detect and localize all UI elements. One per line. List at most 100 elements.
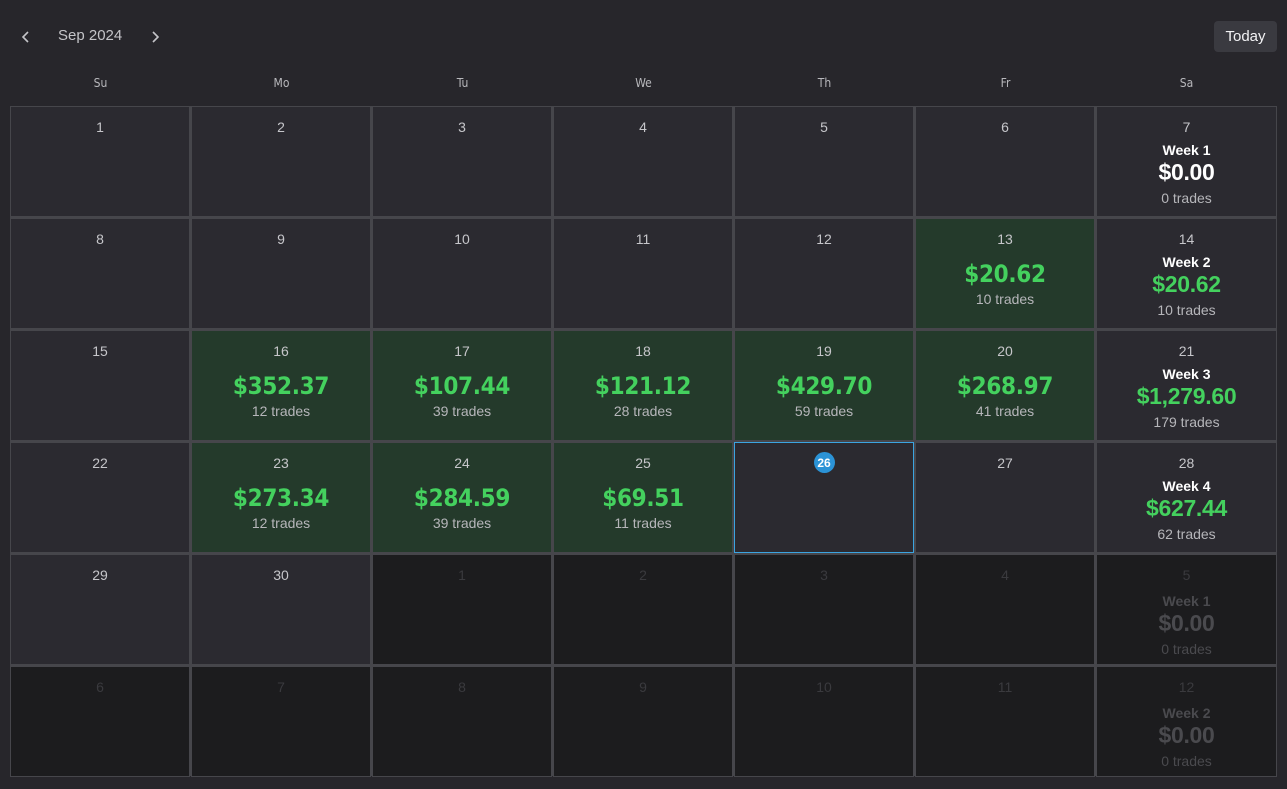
- weekday-label: Th: [817, 76, 832, 90]
- week-pnl-amount: $1,279.60: [1136, 383, 1237, 409]
- week-summary-cell[interactable]: 5 Week 1 $0.00 0 trades: [1096, 554, 1277, 665]
- day-cell[interactable]: 2: [191, 106, 371, 217]
- weekday-label: Su: [93, 76, 108, 90]
- day-cell[interactable]: 1: [372, 554, 552, 665]
- week-trade-count: 10 trades: [1157, 302, 1216, 318]
- day-cell[interactable]: 17 $107.44 39 trades: [372, 330, 552, 441]
- weekday-label: Fr: [1000, 76, 1011, 90]
- day-cell[interactable]: 18 $121.12 28 trades: [553, 330, 733, 441]
- day-pnl-amount: $20.62: [964, 260, 1046, 288]
- week-pnl-amount: $0.00: [1158, 610, 1215, 636]
- day-number: 10: [816, 679, 832, 695]
- day-number: 1: [458, 567, 466, 583]
- day-cell[interactable]: 4: [915, 554, 1095, 665]
- week-summary-cell[interactable]: 12 Week 2 $0.00 0 trades: [1096, 666, 1277, 777]
- week-summary-cell[interactable]: 21 Week 3 $1,279.60 179 trades: [1096, 330, 1277, 441]
- weekday-header-row: Su Mo Tu We Th Fr Sa: [10, 76, 1277, 96]
- day-trade-count: 28 trades: [613, 403, 673, 419]
- day-cell[interactable]: 23 $273.34 12 trades: [191, 442, 371, 553]
- day-cell[interactable]: 9: [553, 666, 733, 777]
- day-pnl-amount: $69.51: [602, 484, 684, 512]
- week-label: Week 2: [1162, 705, 1211, 721]
- day-trade-count: 10 trades: [975, 291, 1035, 307]
- day-cell[interactable]: 29: [10, 554, 190, 665]
- week-summary-cell[interactable]: 7 Week 1 $0.00 0 trades: [1096, 106, 1277, 217]
- day-trade-count: 11 trades: [614, 515, 672, 531]
- day-cell[interactable]: 1: [10, 106, 190, 217]
- day-cell[interactable]: 6: [10, 666, 190, 777]
- week-trade-count: 0 trades: [1161, 641, 1212, 657]
- week-trade-count: 0 trades: [1161, 190, 1212, 206]
- day-cell[interactable]: 25 $69.51 11 trades: [553, 442, 733, 553]
- day-trade-count: 12 trades: [251, 515, 311, 531]
- day-cell[interactable]: 30: [191, 554, 371, 665]
- week-summary-cell[interactable]: 28 Week 4 $627.44 62 trades: [1096, 442, 1277, 553]
- weekday-label: Sa: [1179, 76, 1194, 90]
- day-cell[interactable]: 3: [734, 554, 914, 665]
- prev-month-button[interactable]: [11, 22, 41, 52]
- day-number: 2: [277, 119, 285, 135]
- day-pnl-amount: $107.44: [413, 372, 511, 400]
- day-cell[interactable]: 26: [734, 442, 914, 553]
- day-number: 7: [1182, 119, 1191, 135]
- day-cell[interactable]: 24 $284.59 39 trades: [372, 442, 552, 553]
- day-cell[interactable]: 5: [734, 106, 914, 217]
- day-cell[interactable]: 8: [10, 218, 190, 329]
- day-number: 10: [454, 231, 470, 247]
- day-cell[interactable]: 19 $429.70 59 trades: [734, 330, 914, 441]
- day-cell[interactable]: 3: [372, 106, 552, 217]
- week-pnl-amount: $0.00: [1158, 159, 1215, 185]
- week-label: Week 1: [1162, 593, 1211, 609]
- day-trade-count: 41 trades: [975, 403, 1035, 419]
- day-cell[interactable]: 16 $352.37 12 trades: [191, 330, 371, 441]
- day-cell[interactable]: 9: [191, 218, 371, 329]
- day-number: 16: [273, 343, 289, 359]
- day-number: 6: [96, 679, 104, 695]
- day-number: 12: [1178, 679, 1195, 695]
- day-number: 9: [639, 679, 647, 695]
- day-number: 5: [1182, 567, 1191, 583]
- today-button[interactable]: Today: [1214, 21, 1277, 52]
- day-cell[interactable]: 2: [553, 554, 733, 665]
- chevron-right-icon: [152, 31, 160, 43]
- day-cell[interactable]: 10: [372, 218, 552, 329]
- week-label: Week 2: [1162, 254, 1211, 270]
- day-cell[interactable]: 4: [553, 106, 733, 217]
- day-cell[interactable]: 12: [734, 218, 914, 329]
- day-cell[interactable]: 22: [10, 442, 190, 553]
- day-cell[interactable]: 10: [734, 666, 914, 777]
- day-number: 18: [635, 343, 651, 359]
- day-cell[interactable]: 8: [372, 666, 552, 777]
- next-month-button[interactable]: [140, 22, 170, 52]
- calendar-grid: 1 2 3 4 5 6 7 Week 1 $0.00 0 trades 8 9 10 11 12 13 $20.…: [10, 106, 1277, 777]
- day-cell[interactable]: 7: [191, 666, 371, 777]
- day-number: 28: [1178, 455, 1195, 471]
- day-number: 8: [96, 231, 104, 247]
- weekday-label: Tu: [456, 76, 469, 90]
- day-number: 3: [458, 119, 466, 135]
- day-pnl-amount: $284.59: [413, 484, 511, 512]
- day-cell[interactable]: 6: [915, 106, 1095, 217]
- day-cell[interactable]: 15: [10, 330, 190, 441]
- day-number: 21: [1178, 343, 1195, 359]
- day-number: 25: [635, 455, 651, 471]
- day-number: 29: [92, 567, 108, 583]
- day-number: 19: [816, 343, 832, 359]
- day-cell[interactable]: 13 $20.62 10 trades: [915, 218, 1095, 329]
- day-pnl-amount: $273.34: [232, 484, 330, 512]
- day-cell[interactable]: 27: [915, 442, 1095, 553]
- week-summary-cell[interactable]: 14 Week 2 $20.62 10 trades: [1096, 218, 1277, 329]
- week-trade-count: 62 trades: [1157, 526, 1216, 542]
- day-number: 7: [277, 679, 285, 695]
- calendar-header: Sep 2024 Today: [0, 0, 1287, 72]
- day-trade-count: 59 trades: [794, 403, 854, 419]
- today-date-badge: 26: [813, 452, 835, 473]
- day-trade-count: 39 trades: [432, 403, 492, 419]
- day-trade-count: 12 trades: [251, 403, 311, 419]
- week-trade-count: 0 trades: [1161, 753, 1212, 769]
- week-label: Week 3: [1162, 366, 1211, 382]
- day-number: 6: [1001, 119, 1009, 135]
- day-cell[interactable]: 11: [553, 218, 733, 329]
- day-cell[interactable]: 11: [915, 666, 1095, 777]
- day-cell[interactable]: 20 $268.97 41 trades: [915, 330, 1095, 441]
